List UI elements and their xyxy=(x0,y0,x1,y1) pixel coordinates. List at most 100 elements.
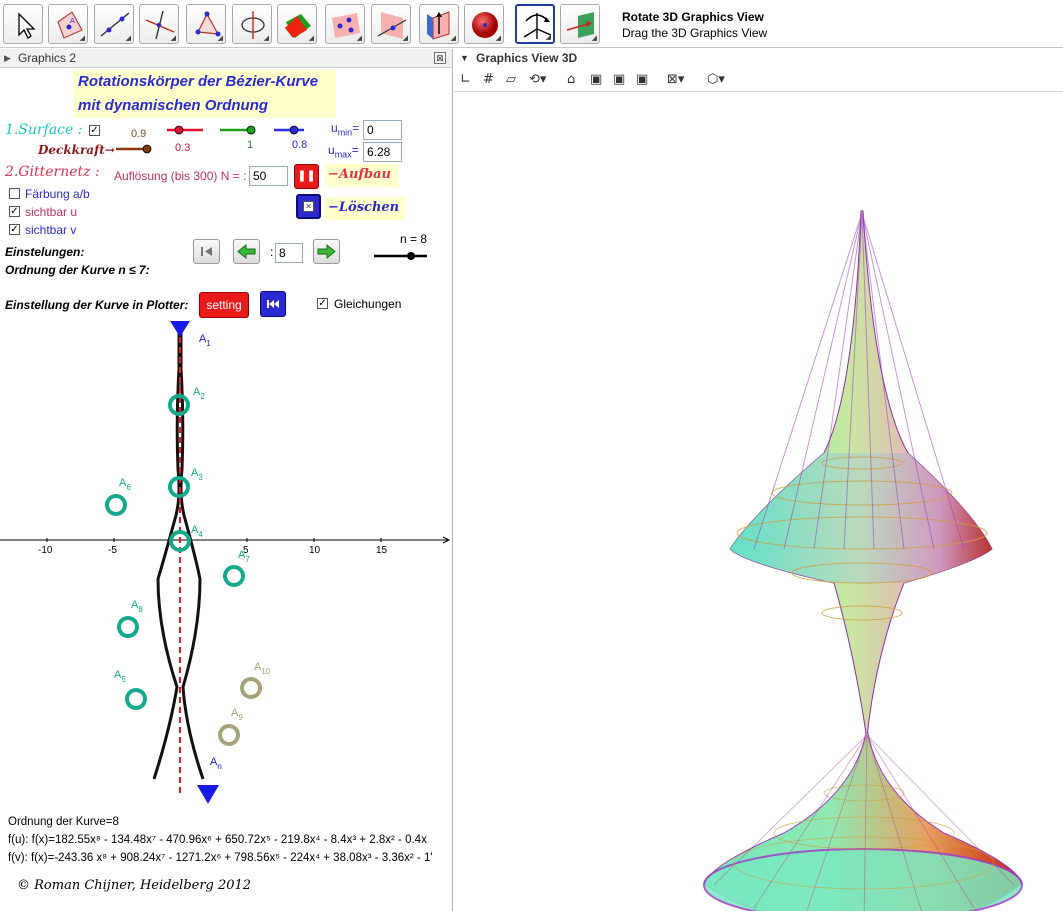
umin-input[interactable]: 0 xyxy=(363,120,402,140)
loeschen-button[interactable]: ✕ xyxy=(296,194,321,219)
view-top-icon[interactable]: ▣ xyxy=(613,72,626,87)
pause-button[interactable]: ❚❚ xyxy=(294,164,319,189)
tool-help: Drag the 3D Graphics View xyxy=(622,26,768,40)
red-slider[interactable] xyxy=(165,123,207,137)
prism-button[interactable]: ◢ xyxy=(419,4,459,44)
rewind-button[interactable] xyxy=(193,239,220,264)
plot-canvas[interactable]: -10 -5 5 10 15 A1 A2 A3 xyxy=(0,309,452,809)
tick-10: 10 xyxy=(309,545,321,556)
header-line1: Rotationskörper der Bézier-Kurve xyxy=(78,73,319,90)
point-a5[interactable] xyxy=(125,688,147,710)
aufloesung-input[interactable]: 50 xyxy=(249,166,288,186)
sichtbar-v-label: sichtbar v xyxy=(25,223,77,237)
polygon-icon xyxy=(195,11,221,37)
copyright: © Roman Chijner, Heidelberg 2012 xyxy=(17,878,252,893)
sphere-button[interactable]: ◢ xyxy=(464,4,504,44)
rotate-toggle-icon[interactable]: ⟲▾ xyxy=(529,72,547,87)
gitternetz-label: 2.Gitternetz : xyxy=(5,164,100,180)
view-front-icon[interactable]: ▣ xyxy=(590,72,603,87)
bezier-curve-left xyxy=(152,329,181,780)
sichtbar-u-checkbox[interactable]: ✓ xyxy=(9,206,20,217)
circle-axis-button[interactable]: ◢ xyxy=(232,4,272,44)
ordnung-text: Ordnung der Kurve=8 xyxy=(8,816,119,828)
point-a2[interactable] xyxy=(168,394,190,416)
pause-icon: ❚❚ xyxy=(297,169,316,182)
plane-icon xyxy=(377,12,407,39)
step-forward-button[interactable] xyxy=(313,239,340,264)
label-a7: A7 xyxy=(238,549,250,564)
point-on-object-button[interactable]: A ◢ xyxy=(48,4,88,44)
main-toolbar: A ◢ ◢ ◢ ◢ ◢ ◢ ◢ ◢ ◢ ◢ ◢ ◢ Rotate 3D Graph… xyxy=(0,0,1063,48)
plotter-label: Einstellung der Kurve in Plotter: xyxy=(5,298,189,312)
point-a8[interactable] xyxy=(117,616,139,638)
close-icon[interactable]: ⊠ xyxy=(434,52,446,64)
setting-button[interactable]: setting xyxy=(199,292,249,318)
step-back-button[interactable] xyxy=(233,239,260,264)
aufbau-label: −Aufbau xyxy=(325,164,399,187)
label-a4: A4 xyxy=(191,524,203,539)
plane-three-points-button[interactable]: ◢ xyxy=(325,4,365,44)
deckkraft-slider[interactable] xyxy=(114,142,154,156)
label-a8: A8 xyxy=(131,599,143,614)
surface-checkbox[interactable]: ✓ xyxy=(89,125,100,136)
equation-fu: f(u): f(x)=182.55x⁸ - 134.48x⁷ - 470.96x… xyxy=(8,834,427,846)
point-a1-icon[interactable] xyxy=(170,321,190,337)
graphics3d-titlebar: ▼ Graphics View 3D xyxy=(454,49,1063,68)
rewind-icon xyxy=(267,300,279,308)
point-a6[interactable] xyxy=(105,494,127,516)
green-slider[interactable] xyxy=(218,123,260,137)
plane-toggle-icon[interactable]: ▱ xyxy=(506,72,516,87)
umin-label: umin= xyxy=(331,121,360,138)
tick-15: 15 xyxy=(376,545,388,556)
graphics2-panel: ▶ Graphics 2 ⊠ Rotationskörper der Bézie… xyxy=(0,49,453,911)
grid-toggle-icon[interactable]: # xyxy=(483,72,494,87)
label-an: An xyxy=(210,756,222,771)
sichtbar-u-label: sichtbar u xyxy=(25,205,78,219)
move-tool-button[interactable] xyxy=(3,4,43,44)
projection-icon[interactable]: ⬡▾ xyxy=(707,72,725,87)
surface-label: 1.Surface : xyxy=(5,122,83,138)
polygon-button[interactable]: ◢ xyxy=(186,4,226,44)
arrow-left-icon xyxy=(237,243,256,260)
graphics3d-title: Graphics View 3D xyxy=(476,51,578,65)
point-a9[interactable] xyxy=(218,724,240,746)
blue-slider[interactable] xyxy=(272,123,314,137)
collapse-arrow-icon[interactable]: ▼ xyxy=(460,53,469,63)
collapse-arrow-icon[interactable]: ▶ xyxy=(4,53,11,63)
point-a7[interactable] xyxy=(223,565,245,587)
reset-button[interactable] xyxy=(260,291,286,317)
surface-3d-canvas[interactable] xyxy=(454,93,1063,911)
point-an-icon[interactable] xyxy=(197,785,219,804)
surface-base-ring xyxy=(703,848,1023,911)
line-icon xyxy=(100,12,130,37)
axes-toggle-icon[interactable]: ∟ xyxy=(460,72,471,87)
n-slider[interactable] xyxy=(371,249,431,263)
rotate-view-icon xyxy=(523,13,552,39)
aufloesung-label: Auflösung (bis 300) N = : xyxy=(114,169,247,183)
graphics2-titlebar: ▶ Graphics 2 ⊠ xyxy=(0,49,452,68)
faerbung-checkbox[interactable] xyxy=(9,188,20,199)
intersect-surfaces-button[interactable]: ◢ xyxy=(277,4,317,44)
line-button[interactable]: ◢ xyxy=(94,4,134,44)
green-value: 1 xyxy=(247,139,254,151)
plane-button[interactable]: ◢ xyxy=(371,4,411,44)
umax-input[interactable]: 6.28 xyxy=(363,142,402,162)
sichtbar-v-checkbox[interactable]: ✓ xyxy=(9,224,20,235)
label-a1: A1 xyxy=(199,333,211,348)
step-input[interactable]: 8 xyxy=(275,243,303,263)
point-on-object-icon: A xyxy=(57,11,83,39)
sphere-icon xyxy=(472,12,498,38)
clipping-icon[interactable]: ⊠▾ xyxy=(667,72,685,87)
header-line2: mit dynamischen Ordnung xyxy=(78,97,269,114)
home-view-icon[interactable]: ⌂ xyxy=(567,72,576,87)
rotate-view-button[interactable]: ◢ xyxy=(515,4,555,44)
view-side-icon[interactable]: ▣ xyxy=(636,72,649,87)
label-a9: A9 xyxy=(231,707,243,722)
view-in-front-button[interactable]: ◢ xyxy=(560,4,600,44)
point-a4[interactable] xyxy=(169,530,191,552)
perpendicular-line-button[interactable]: ◢ xyxy=(139,4,179,44)
point-a10[interactable] xyxy=(240,677,262,699)
gleichungen-checkbox[interactable]: ✓ xyxy=(317,298,328,309)
label-a2: A2 xyxy=(193,386,205,401)
point-a3[interactable] xyxy=(168,476,190,498)
